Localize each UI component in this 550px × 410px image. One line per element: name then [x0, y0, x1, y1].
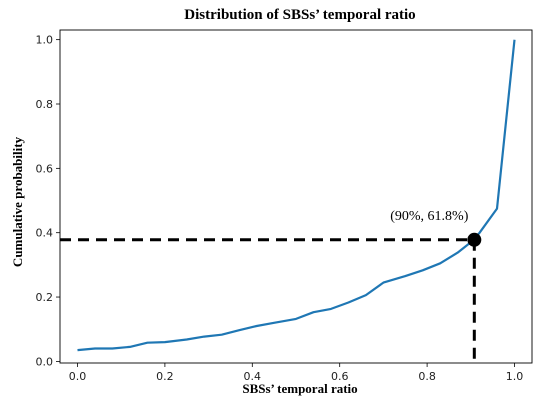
x-tick-label: 1.0 [506, 370, 524, 383]
y-tick-label: 0.8 [36, 98, 54, 111]
y-tick-label: 1.0 [36, 34, 54, 47]
annotation-point [467, 232, 482, 247]
series-line [77, 39, 516, 352]
x-tick-label: 0.4 [244, 370, 262, 383]
y-tick-label: 0.2 [36, 291, 54, 304]
annotation-label: (90%, 61.8%) [390, 209, 468, 224]
chart-title: Distribution of SBSs’ temporal ratio [184, 7, 415, 23]
x-tick-label: 0.6 [331, 370, 349, 383]
plot-frame [59, 29, 533, 364]
y-tick-label: 0.0 [36, 355, 54, 368]
ticks-layer: 0.0 0.2 0.4 0.6 0.8 1.0 0.0 0.2 0.4 0.6 0.8 1.0 [36, 34, 524, 383]
x-tick-label: 0.8 [418, 370, 436, 383]
x-tick-label: 0.0 [69, 370, 87, 383]
x-tick-label: 0.2 [156, 370, 174, 383]
y-tick-label: 0.6 [36, 162, 54, 175]
x-axis-label: SBSs’ temporal ratio [242, 381, 357, 396]
y-tick-label: 0.4 [36, 227, 54, 240]
y-axis-label: Cumulative probability [10, 136, 25, 267]
marks-layer [60, 39, 516, 363]
